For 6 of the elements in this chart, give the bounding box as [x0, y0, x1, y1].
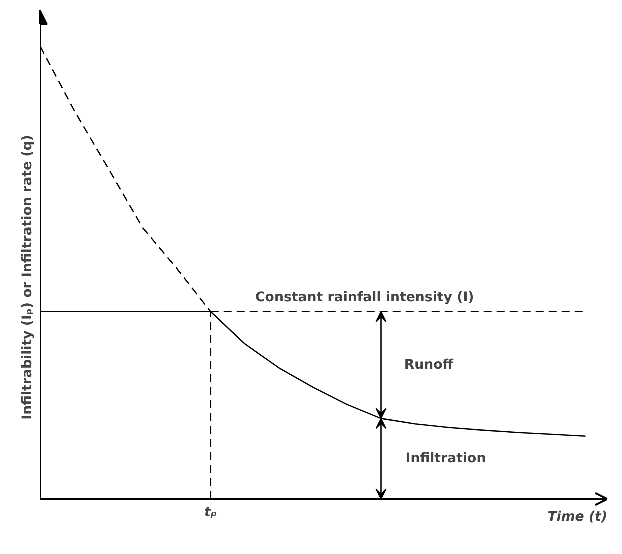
annotation: Infiltration [406, 451, 486, 466]
y-axis-title: Infiltrability (Iₚ) or Infiltration rate (q) [20, 135, 36, 420]
annotation: Runoff [404, 358, 454, 373]
text: tₚ [204, 506, 218, 521]
x-axis-title: Time (t) [548, 510, 608, 526]
annotation: Constant rainfall intensity (I) [256, 290, 474, 306]
